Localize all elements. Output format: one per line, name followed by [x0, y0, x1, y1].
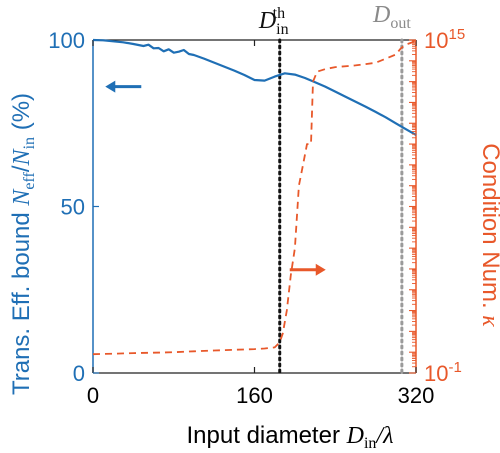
efficiency-series-line [92, 38, 417, 136]
x-tick-label: 0 [87, 383, 99, 408]
tick-group [92, 39, 417, 374]
annotation-group [105, 80, 326, 276]
series-group [92, 38, 417, 375]
threshold-line-label: Dinth [258, 5, 289, 38]
x-axis-title: Input diameter Din/λ [187, 422, 394, 452]
x-tick-label: 160 [236, 383, 273, 408]
condition-number-series-line [92, 40, 417, 356]
arrow-left-icon [105, 80, 116, 93]
y-right-tick-label: 1015 [424, 26, 465, 53]
y-left-tick-label: 50 [61, 195, 85, 220]
y-right-axis-title: Condition Num. κ [477, 143, 500, 327]
y-left-tick-label: 100 [48, 28, 85, 53]
arrow-right-icon [315, 263, 326, 276]
output-line-label: Dout [372, 2, 411, 32]
plot-frame-group [92, 39, 417, 374]
y-left-tick-label: 0 [73, 361, 85, 386]
y-right-tick-label: 10-1 [424, 359, 462, 386]
y-left-axis-title: Trans. Eff. bound Neff/Nin (%) [8, 93, 38, 395]
x-tick-label: 320 [398, 383, 435, 408]
